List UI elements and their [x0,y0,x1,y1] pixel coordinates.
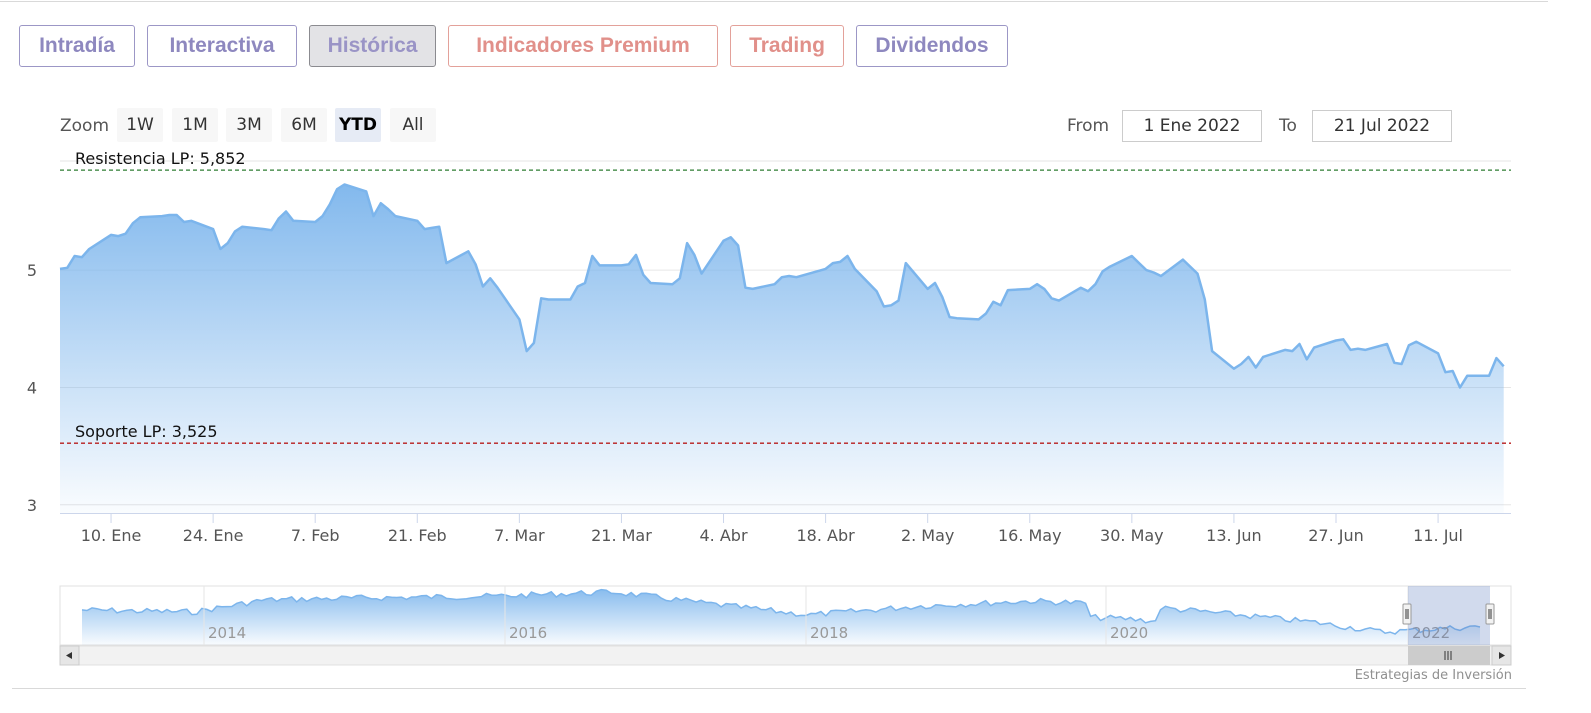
navigator-year-label: 2020 [1110,624,1148,642]
support-label: Soporte LP: 3,525 [75,422,218,441]
zoom-1w-button[interactable]: 1W [117,108,163,142]
tab-trading[interactable]: Trading [730,25,844,67]
x-tick-label: 21. Feb [388,526,447,545]
axes: 3 4 5 10. Ene 24. Ene 7. Feb 21. Feb 7. Mar 21. … [27,261,1511,545]
to-date-input[interactable]: 21 Jul 2022 [1312,110,1452,142]
x-tick-label: 2. May [901,526,954,545]
x-tick-label: 18. Abr [796,526,855,545]
tab-dividendos[interactable]: Dividendos [856,25,1008,67]
navigator-selection[interactable] [1408,586,1490,645]
tab-intradia[interactable]: Intradía [19,25,135,67]
series-area [59,183,1505,513]
zoom-ytd-button[interactable]: YTD [335,108,381,142]
navigator-year-label: 2018 [810,624,848,642]
navigator-area [82,589,1480,645]
chevron-right-icon [1499,652,1505,659]
navigator[interactable]: 2014 2016 2018 2020 2022 [59,585,1512,666]
to-label: To [1279,116,1297,136]
series-area-fill [60,184,1504,513]
top-divider [0,1,1548,2]
from-date-input[interactable]: 1 Ene 2022 [1122,110,1262,142]
series-line [59,183,1505,389]
navigator-year-label: 2016 [509,624,547,642]
x-tick-label: 10. Ene [81,526,142,545]
navigator-line [81,588,1481,635]
x-tick-label: 27. Jun [1308,526,1364,545]
credits-label: Estrategias de Inversión [1354,668,1512,683]
zoom-6m-button[interactable]: 6M [281,108,327,142]
navigator-year-label: 2022 [1412,624,1450,642]
x-tick-label: 7. Feb [291,526,340,545]
x-tick-label: 24. Ene [183,526,244,545]
x-tick-label: 4. Abr [700,526,748,545]
navigator-year-label: 2014 [208,624,246,642]
y-tick-label: 4 [27,378,37,397]
scrollbar-thumb[interactable] [1408,646,1490,665]
zoom-3m-button[interactable]: 3M [226,108,272,142]
y-tick-label: 5 [27,261,37,280]
navigator-left-handle[interactable] [1402,603,1412,625]
scrollbar-track[interactable] [59,645,1512,666]
resistance-label: Resistencia LP: 5,852 [75,149,246,168]
x-tick-label: 16. May [998,526,1062,545]
x-tick-label: 7. Mar [494,526,545,545]
from-label: From [1067,116,1110,136]
bottom-divider [12,688,1526,689]
plot-lines: Resistencia LP: 5,852 Soporte LP: 3,525 [60,149,1511,444]
zoom-1m-button[interactable]: 1M [172,108,218,142]
x-tick-label: 13. Jun [1206,526,1262,545]
chevron-left-icon [66,652,72,659]
zoom-all-button[interactable]: All [390,108,436,142]
zoom-label: Zoom [60,116,110,136]
tab-indicadores-premium[interactable]: Indicadores Premium [448,25,718,67]
x-tick-label: 21. Mar [591,526,652,545]
y-tick-label: 3 [27,496,37,515]
tab-historica[interactable]: Histórica [309,25,436,67]
tab-interactiva[interactable]: Interactiva [147,25,297,67]
navigator-right-handle[interactable] [1485,603,1495,625]
x-tick-label: 30. May [1100,526,1164,545]
x-tick-label: 11. Jul [1413,526,1463,545]
